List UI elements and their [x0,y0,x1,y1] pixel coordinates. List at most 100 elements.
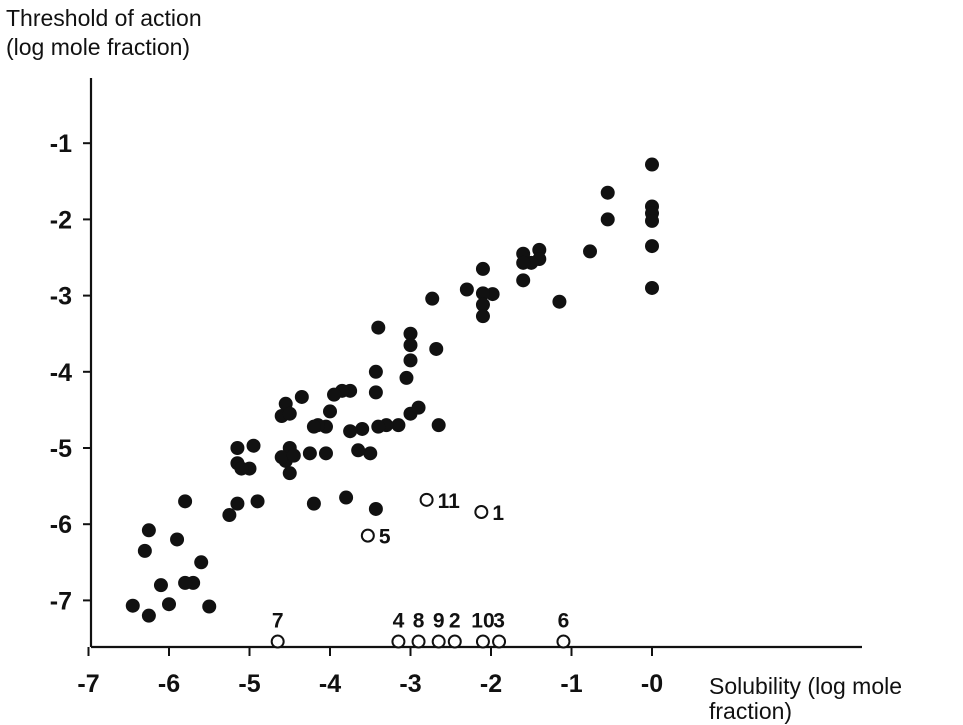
y-tick-label: -2 [50,206,72,234]
x-tick-label: -6 [158,670,180,698]
open-data-point [391,634,406,649]
filled-data-point [141,523,156,538]
filled-data-point [178,494,193,509]
filled-data-point [202,599,217,614]
y-tick-label: -5 [50,435,72,463]
open-data-point [475,634,490,649]
open-point-label: 10 [471,610,494,633]
open-point-label: 3 [493,610,505,633]
x-axis-title-line-1: Solubility (log mole [709,673,902,699]
filled-data-point [282,406,297,421]
filled-data-point [355,421,370,436]
open-data-point [411,634,426,649]
filled-data-point [368,364,383,379]
filled-data-point [327,387,342,402]
filled-data-point [222,508,237,523]
x-axis-ticks: -7 -6 -5 -4 -3 -2 -1 -0 [77,647,663,698]
filled-data-point [141,608,156,623]
filled-data-point [583,244,598,259]
filled-data-point [475,297,490,312]
filled-data-point [286,448,301,463]
open-point-label: 9 [433,610,445,633]
filled-data-point [282,466,297,481]
filled-data-point [645,213,659,228]
open-data-point [419,492,434,507]
filled-data-point [246,438,261,453]
open-point-label: 5 [379,526,391,549]
open-data-point [474,505,489,520]
open-data-point [556,634,571,649]
open-point-label: 6 [558,610,570,633]
filled-data-point [645,157,659,172]
filled-data-point [230,496,245,511]
filled-data-point [230,441,245,455]
y-tick-label: -4 [50,359,72,387]
y-axis-title-line-1: Threshold of action [6,5,202,31]
filled-data-point [178,575,193,590]
filled-data-point [368,501,383,516]
filled-data-point [371,419,386,434]
filled-data-point [137,543,152,558]
y-axis-title-line-2: (log mole fraction) [6,34,190,60]
filled-data-point [194,555,209,570]
filled-data-point [250,494,265,509]
filled-data-point [371,320,386,335]
y-axis-ticks: -1 -2 -3 -4 -5 -6 -7 [50,130,91,615]
filled-data-point [552,294,567,309]
filled-data-point [431,418,446,433]
open-data-point [492,634,507,649]
open-point-label: 2 [449,610,461,633]
filled-data-point [600,185,615,200]
open-data-point [431,634,446,649]
filled-data-point [306,496,321,511]
filled-data-point [125,598,140,613]
filled-data-point [425,291,440,306]
open-point-label: 1 [492,502,504,525]
filled-data-point [475,261,490,276]
filled-data-point [475,286,490,301]
open-point-label: 4 [393,610,405,633]
y-tick-label: -3 [50,283,72,311]
filled-data-point [302,446,317,461]
filled-data-point [645,280,659,295]
filled-data-point [411,400,426,415]
filled-data-point [403,353,418,368]
filled-data-point [403,326,418,341]
filled-points [125,157,659,623]
filled-data-point [294,389,309,404]
x-tick-label: -0 [641,670,663,698]
filled-data-point [323,404,337,419]
filled-data-point [339,490,354,505]
x-tick-label: -1 [560,670,582,698]
filled-data-point [306,419,321,434]
filled-data-point [170,532,185,547]
x-tick-label: -4 [319,670,341,698]
open-point-label: 7 [272,610,284,633]
open-point-label: 11 [438,490,461,513]
y-tick-label: -6 [50,511,72,539]
x-tick-label: -3 [399,670,421,698]
filled-data-point [343,424,358,439]
filled-data-point [429,341,444,356]
filled-data-point [600,212,615,227]
filled-data-point [475,309,490,324]
filled-data-point [459,282,474,297]
filled-data-point [645,239,659,254]
open-point-label: 8 [413,610,425,633]
filled-data-point [274,450,289,465]
x-axis-title-line-2: fraction) [709,698,792,724]
filled-data-point [368,385,383,400]
filled-data-point [351,443,366,458]
filled-data-point [162,597,176,612]
open-data-point [360,528,375,543]
x-tick-label: -5 [238,670,260,698]
x-tick-label: -2 [480,670,502,698]
y-tick-label: -7 [50,587,72,615]
filled-data-point [516,255,531,270]
filled-data-point [153,578,168,593]
x-tick-label: -7 [77,670,99,698]
filled-data-point [516,273,531,288]
filled-data-point [391,418,406,433]
